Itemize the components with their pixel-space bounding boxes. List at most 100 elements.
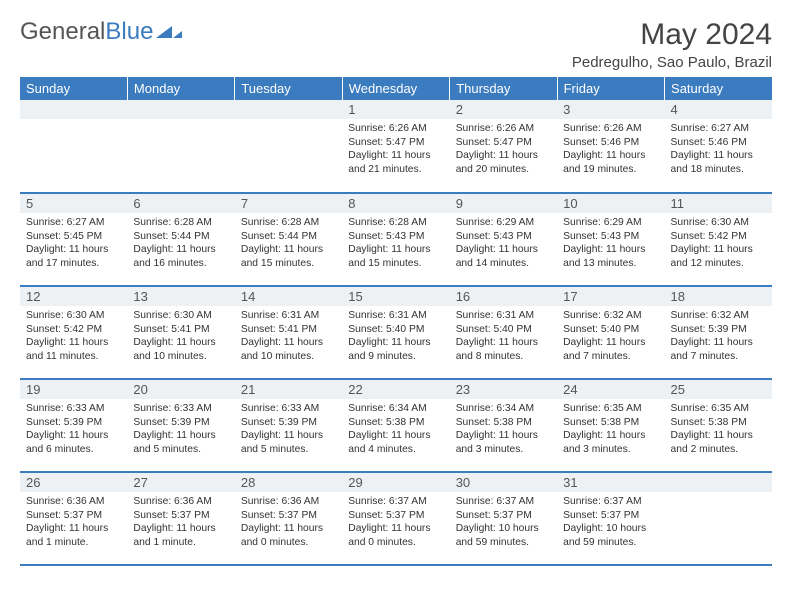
calendar-cell: 10Sunrise: 6:29 AMSunset: 5:43 PMDayligh… <box>557 193 664 286</box>
day-body: Sunrise: 6:28 AMSunset: 5:44 PMDaylight:… <box>235 213 342 274</box>
calendar-page: GeneralBlue May 2024 Pedregulho, Sao Pau… <box>0 0 792 576</box>
calendar-table: SundayMondayTuesdayWednesdayThursdayFrid… <box>20 77 772 566</box>
day-number: 28 <box>235 473 342 492</box>
day-body: Sunrise: 6:30 AMSunset: 5:41 PMDaylight:… <box>127 306 234 367</box>
logo: GeneralBlue <box>20 18 182 46</box>
day-body: Sunrise: 6:35 AMSunset: 5:38 PMDaylight:… <box>665 399 772 460</box>
logo-text-1: General <box>20 18 105 46</box>
logo-text-2: Blue <box>105 18 153 46</box>
day-body: Sunrise: 6:26 AMSunset: 5:47 PMDaylight:… <box>342 119 449 180</box>
weekday-header: Wednesday <box>342 77 449 100</box>
calendar-body: 1Sunrise: 6:26 AMSunset: 5:47 PMDaylight… <box>20 100 772 565</box>
day-number: 25 <box>665 380 772 399</box>
day-number: 3 <box>557 100 664 119</box>
day-body: Sunrise: 6:28 AMSunset: 5:44 PMDaylight:… <box>127 213 234 274</box>
day-number: 23 <box>450 380 557 399</box>
calendar-cell: 25Sunrise: 6:35 AMSunset: 5:38 PMDayligh… <box>665 379 772 472</box>
day-number: 9 <box>450 194 557 213</box>
day-number: 8 <box>342 194 449 213</box>
day-body: Sunrise: 6:26 AMSunset: 5:46 PMDaylight:… <box>557 119 664 180</box>
day-number: 22 <box>342 380 449 399</box>
day-number <box>20 100 127 119</box>
day-number: 26 <box>20 473 127 492</box>
calendar-cell: 7Sunrise: 6:28 AMSunset: 5:44 PMDaylight… <box>235 193 342 286</box>
day-body: Sunrise: 6:37 AMSunset: 5:37 PMDaylight:… <box>450 492 557 553</box>
calendar-cell: 5Sunrise: 6:27 AMSunset: 5:45 PMDaylight… <box>20 193 127 286</box>
day-number <box>235 100 342 119</box>
calendar-row: 5Sunrise: 6:27 AMSunset: 5:45 PMDaylight… <box>20 193 772 286</box>
calendar-row: 12Sunrise: 6:30 AMSunset: 5:42 PMDayligh… <box>20 286 772 379</box>
calendar-cell: 27Sunrise: 6:36 AMSunset: 5:37 PMDayligh… <box>127 472 234 565</box>
day-number: 24 <box>557 380 664 399</box>
day-body: Sunrise: 6:33 AMSunset: 5:39 PMDaylight:… <box>20 399 127 460</box>
day-number: 5 <box>20 194 127 213</box>
calendar-cell: 12Sunrise: 6:30 AMSunset: 5:42 PMDayligh… <box>20 286 127 379</box>
day-body: Sunrise: 6:29 AMSunset: 5:43 PMDaylight:… <box>557 213 664 274</box>
day-number: 13 <box>127 287 234 306</box>
weekday-header: Thursday <box>450 77 557 100</box>
day-number: 6 <box>127 194 234 213</box>
day-body: Sunrise: 6:33 AMSunset: 5:39 PMDaylight:… <box>235 399 342 460</box>
weekday-header: Friday <box>557 77 664 100</box>
calendar-cell: 18Sunrise: 6:32 AMSunset: 5:39 PMDayligh… <box>665 286 772 379</box>
calendar-cell <box>235 100 342 193</box>
day-body: Sunrise: 6:30 AMSunset: 5:42 PMDaylight:… <box>665 213 772 274</box>
calendar-cell: 1Sunrise: 6:26 AMSunset: 5:47 PMDaylight… <box>342 100 449 193</box>
calendar-cell: 23Sunrise: 6:34 AMSunset: 5:38 PMDayligh… <box>450 379 557 472</box>
day-body: Sunrise: 6:30 AMSunset: 5:42 PMDaylight:… <box>20 306 127 367</box>
day-number: 2 <box>450 100 557 119</box>
day-number: 21 <box>235 380 342 399</box>
calendar-cell: 21Sunrise: 6:33 AMSunset: 5:39 PMDayligh… <box>235 379 342 472</box>
calendar-row: 1Sunrise: 6:26 AMSunset: 5:47 PMDaylight… <box>20 100 772 193</box>
day-body: Sunrise: 6:37 AMSunset: 5:37 PMDaylight:… <box>557 492 664 553</box>
day-body: Sunrise: 6:36 AMSunset: 5:37 PMDaylight:… <box>127 492 234 553</box>
weekday-header: Monday <box>127 77 234 100</box>
day-number: 12 <box>20 287 127 306</box>
calendar-cell: 22Sunrise: 6:34 AMSunset: 5:38 PMDayligh… <box>342 379 449 472</box>
day-body: Sunrise: 6:36 AMSunset: 5:37 PMDaylight:… <box>235 492 342 553</box>
calendar-cell: 2Sunrise: 6:26 AMSunset: 5:47 PMDaylight… <box>450 100 557 193</box>
day-number <box>665 473 772 492</box>
calendar-cell: 4Sunrise: 6:27 AMSunset: 5:46 PMDaylight… <box>665 100 772 193</box>
day-number: 18 <box>665 287 772 306</box>
calendar-cell: 16Sunrise: 6:31 AMSunset: 5:40 PMDayligh… <box>450 286 557 379</box>
calendar-head: SundayMondayTuesdayWednesdayThursdayFrid… <box>20 77 772 100</box>
calendar-cell: 19Sunrise: 6:33 AMSunset: 5:39 PMDayligh… <box>20 379 127 472</box>
day-number: 20 <box>127 380 234 399</box>
day-body: Sunrise: 6:31 AMSunset: 5:40 PMDaylight:… <box>450 306 557 367</box>
calendar-cell <box>20 100 127 193</box>
day-number: 4 <box>665 100 772 119</box>
calendar-row: 26Sunrise: 6:36 AMSunset: 5:37 PMDayligh… <box>20 472 772 565</box>
calendar-cell <box>127 100 234 193</box>
calendar-cell: 11Sunrise: 6:30 AMSunset: 5:42 PMDayligh… <box>665 193 772 286</box>
day-body: Sunrise: 6:34 AMSunset: 5:38 PMDaylight:… <box>342 399 449 460</box>
day-number: 29 <box>342 473 449 492</box>
day-body: Sunrise: 6:26 AMSunset: 5:47 PMDaylight:… <box>450 119 557 180</box>
day-number: 16 <box>450 287 557 306</box>
day-number: 14 <box>235 287 342 306</box>
day-body: Sunrise: 6:28 AMSunset: 5:43 PMDaylight:… <box>342 213 449 274</box>
calendar-row: 19Sunrise: 6:33 AMSunset: 5:39 PMDayligh… <box>20 379 772 472</box>
day-body: Sunrise: 6:34 AMSunset: 5:38 PMDaylight:… <box>450 399 557 460</box>
calendar-cell <box>665 472 772 565</box>
day-body: Sunrise: 6:27 AMSunset: 5:45 PMDaylight:… <box>20 213 127 274</box>
day-body: Sunrise: 6:35 AMSunset: 5:38 PMDaylight:… <box>557 399 664 460</box>
calendar-cell: 20Sunrise: 6:33 AMSunset: 5:39 PMDayligh… <box>127 379 234 472</box>
calendar-cell: 28Sunrise: 6:36 AMSunset: 5:37 PMDayligh… <box>235 472 342 565</box>
day-body: Sunrise: 6:31 AMSunset: 5:41 PMDaylight:… <box>235 306 342 367</box>
calendar-cell: 13Sunrise: 6:30 AMSunset: 5:41 PMDayligh… <box>127 286 234 379</box>
location: Pedregulho, Sao Paulo, Brazil <box>572 54 772 71</box>
month-title: May 2024 <box>572 18 772 52</box>
day-body: Sunrise: 6:31 AMSunset: 5:40 PMDaylight:… <box>342 306 449 367</box>
weekday-header: Tuesday <box>235 77 342 100</box>
day-number: 15 <box>342 287 449 306</box>
calendar-cell: 6Sunrise: 6:28 AMSunset: 5:44 PMDaylight… <box>127 193 234 286</box>
day-number: 1 <box>342 100 449 119</box>
calendar-cell: 31Sunrise: 6:37 AMSunset: 5:37 PMDayligh… <box>557 472 664 565</box>
calendar-cell: 3Sunrise: 6:26 AMSunset: 5:46 PMDaylight… <box>557 100 664 193</box>
calendar-cell: 30Sunrise: 6:37 AMSunset: 5:37 PMDayligh… <box>450 472 557 565</box>
day-body: Sunrise: 6:27 AMSunset: 5:46 PMDaylight:… <box>665 119 772 180</box>
calendar-cell: 29Sunrise: 6:37 AMSunset: 5:37 PMDayligh… <box>342 472 449 565</box>
day-number: 19 <box>20 380 127 399</box>
calendar-cell: 8Sunrise: 6:28 AMSunset: 5:43 PMDaylight… <box>342 193 449 286</box>
